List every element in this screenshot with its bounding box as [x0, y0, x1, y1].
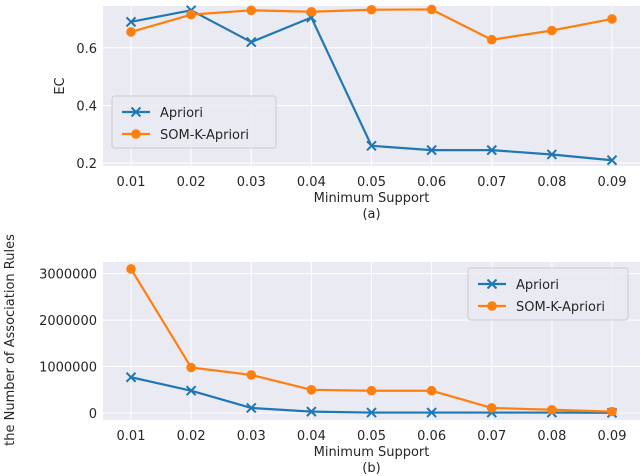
data-point-circle-marker [306, 6, 317, 17]
x-tick-label: 0.09 [598, 429, 627, 444]
data-point-x-marker [606, 155, 618, 166]
legend-circle-marker [131, 129, 141, 139]
data-point-x-marker [426, 407, 437, 418]
data-point-x-marker [546, 149, 558, 160]
x-tick-label: 0.02 [177, 429, 206, 444]
data-point-x-marker [366, 140, 377, 152]
chart-b: 0.01 0.02 0.03 0.04 0.05 0.06 0.07 0.08 0.09 0 100… [3, 234, 640, 476]
legend-box [467, 267, 629, 321]
data-point-circle-marker [186, 9, 196, 20]
legend: Apriori SOM-K-Apriori [467, 267, 629, 321]
data-point-circle-marker [186, 362, 196, 373]
data-point-circle-marker [426, 4, 437, 15]
y-axis-label: the Number of Association Rules [3, 234, 18, 446]
data-point-circle-marker [607, 406, 617, 417]
x-tick-label: 0.01 [117, 429, 146, 444]
y-tick-label: 0 [89, 407, 97, 422]
x-tick-label: 0.05 [357, 429, 386, 444]
x-axis-label: Minimum Support [314, 191, 430, 206]
legend-circle-marker [487, 301, 497, 311]
y-tick-label: 2000000 [39, 314, 97, 329]
data-point-x-marker [246, 36, 257, 48]
x-tick-label: 0.05 [357, 175, 386, 190]
data-point-circle-marker [426, 385, 437, 396]
y-tick-label: 3000000 [39, 268, 97, 283]
x-tick-label: 0.04 [297, 175, 326, 190]
x-axis-label: Minimum Support [314, 445, 430, 460]
data-point-x-marker [185, 385, 197, 396]
data-point-x-marker [486, 144, 497, 156]
legend-label: Apriori [160, 106, 203, 121]
x-tick-label: 0.04 [297, 429, 326, 444]
data-point-x-marker [426, 144, 437, 156]
x-tick-label: 0.02 [177, 175, 206, 190]
x-tick-label: 0.03 [237, 175, 266, 190]
data-point-circle-marker [547, 25, 557, 36]
y-tick-label: 0.4 [76, 99, 97, 114]
chart-a: 0.01 0.02 0.03 0.04 0.05 0.06 0.07 0.08 0.09 0.2 0… [53, 4, 640, 222]
x-tick-label: 0.01 [117, 175, 146, 190]
data-point-circle-marker [126, 264, 136, 274]
data-point-circle-marker [366, 4, 377, 15]
y-axis-label: EC [53, 77, 68, 94]
data-point-x-marker [366, 407, 377, 418]
data-point-circle-marker [306, 384, 317, 395]
data-point-circle-marker [486, 34, 497, 45]
legend-x-marker [130, 106, 142, 118]
data-point-x-marker [125, 16, 137, 28]
data-point-circle-marker [547, 404, 557, 415]
legend-box [111, 95, 277, 149]
data-point-circle-marker [607, 14, 617, 24]
data-point-circle-marker [126, 27, 136, 37]
x-tick-label: 0.07 [477, 429, 506, 444]
data-point-x-marker [246, 402, 257, 414]
figure-caption: (a) [362, 207, 380, 222]
x-tick-label: 0.03 [237, 429, 266, 444]
y-tick-label: 0.6 [76, 42, 97, 57]
data-point-circle-marker [246, 370, 257, 380]
legend-label: SOM-K-Apriori [516, 300, 605, 315]
x-tick-label: 0.08 [537, 429, 566, 444]
x-tick-label: 0.08 [537, 175, 566, 190]
figure-caption: (b) [362, 461, 380, 476]
legend-x-marker [486, 278, 498, 290]
y-tick-label: 0.2 [76, 157, 97, 172]
legend-label: Apriori [516, 278, 559, 293]
y-tick-label: 1000000 [39, 361, 97, 376]
x-tick-label: 0.09 [598, 175, 627, 190]
x-tick-label: 0.06 [417, 429, 446, 444]
data-point-x-marker [306, 406, 317, 417]
x-tick-label: 0.07 [477, 175, 506, 190]
legend: Apriori SOM-K-Apriori [111, 95, 277, 149]
data-point-circle-marker [366, 385, 377, 396]
x-tick-label: 0.06 [417, 175, 446, 190]
data-point-circle-marker [486, 403, 497, 413]
legend-label: SOM-K-Apriori [160, 128, 249, 143]
data-point-x-marker [125, 372, 137, 383]
data-point-circle-marker [246, 5, 257, 16]
